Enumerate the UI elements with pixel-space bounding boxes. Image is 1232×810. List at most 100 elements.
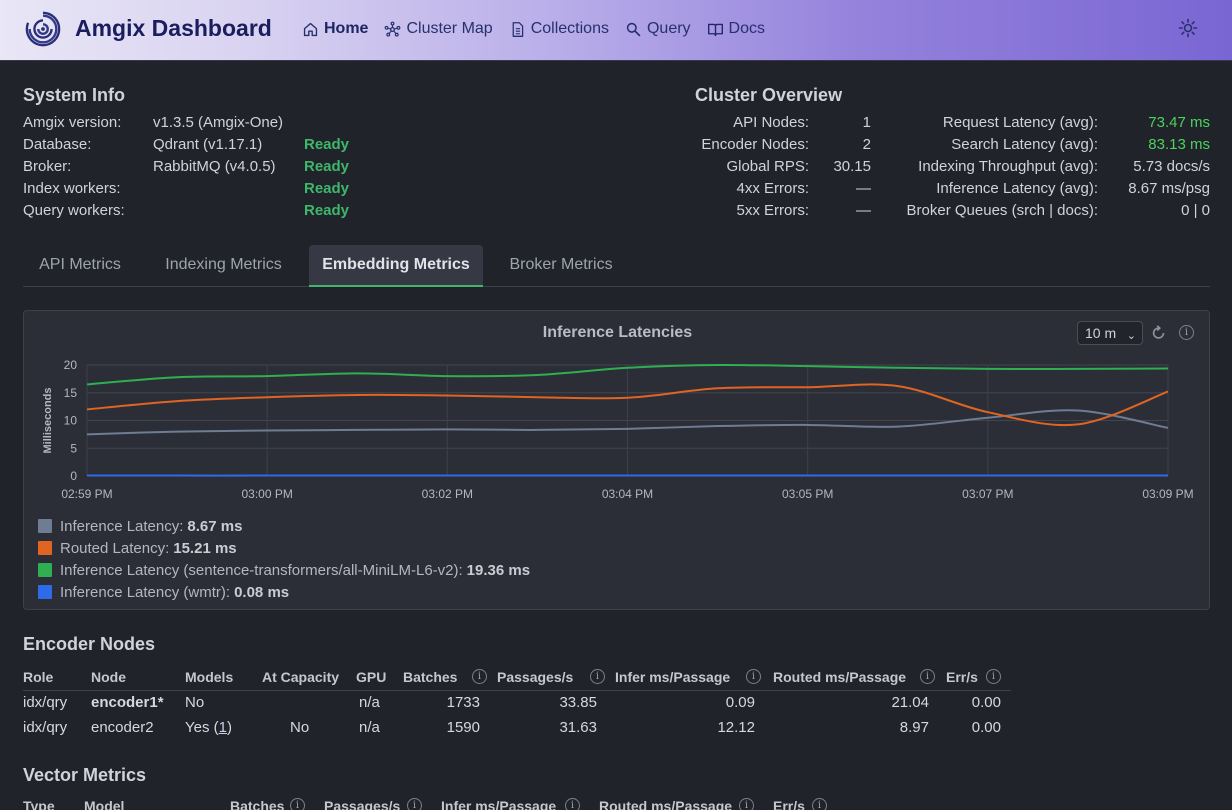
time-range-select[interactable]: 10 m ⌄ — [1077, 321, 1143, 345]
nav-collections[interactable]: Collections — [509, 20, 609, 38]
column-info-icon[interactable]: i — [472, 669, 487, 684]
legend-value: 19.36 ms — [466, 561, 531, 579]
legend-item[interactable]: Inference Latency (sentence-transformers… — [38, 559, 530, 581]
models-count-link[interactable]: 1 — [218, 719, 227, 736]
column-info-icon[interactable]: i — [407, 798, 422, 810]
nav-docs-label: Docs — [728, 20, 765, 37]
column-header: Passages/s — [497, 669, 574, 685]
cluster-metric-value: 83.13 ms — [1148, 136, 1210, 153]
column-header: Infer ms/Passage — [441, 798, 557, 810]
nav-cluster-map[interactable]: Cluster Map — [384, 20, 493, 38]
cluster-metric-label: Broker Queues (srch | docs): — [906, 202, 1098, 219]
legend-value: 15.21 ms — [173, 539, 237, 557]
column-info-icon[interactable]: i — [746, 669, 761, 684]
home-icon — [303, 22, 318, 36]
tab-api-metrics[interactable]: API Metrics — [39, 256, 121, 273]
cluster-metric-value: 5.73 docs/s — [1133, 158, 1210, 175]
legend-colon: : — [179, 517, 184, 535]
column-info-icon[interactable]: i — [290, 798, 305, 810]
legend-colon: : — [225, 583, 231, 601]
cell-at-capacity: No — [290, 719, 310, 736]
nav-collections-label: Collections — [530, 20, 609, 37]
column-info-icon[interactable]: i — [986, 669, 1001, 684]
sun-icon[interactable] — [1178, 18, 1198, 38]
legend-colon: : — [458, 561, 463, 579]
metrics-tabs: API Metrics Indexing Metrics Embedding M… — [23, 245, 1210, 287]
cell-models: No — [185, 694, 204, 711]
network-icon — [385, 21, 401, 37]
cell-infer-ms: 0.09 — [725, 694, 755, 711]
column-info-icon[interactable]: i — [590, 669, 605, 684]
column-info-icon[interactable]: i — [920, 669, 935, 684]
legend-item[interactable]: Inference Latency:8.67 ms — [38, 515, 530, 537]
amgix-logo-icon[interactable] — [24, 10, 62, 48]
system-info-label: Query workers: — [23, 202, 125, 219]
tab-embedding-metrics[interactable]: Embedding Metrics — [309, 245, 483, 287]
refresh-icon[interactable] — [1150, 324, 1168, 342]
status-badge: Ready — [304, 158, 350, 175]
encoder-nodes-title: Encoder Nodes — [23, 634, 156, 654]
y-tick-label: 0 — [70, 469, 77, 483]
cell-node: encoder2 — [91, 719, 154, 736]
column-header: Routed ms/Passage — [773, 669, 907, 685]
x-tick-label: 03:04 PM — [602, 487, 653, 501]
brand-title[interactable]: Amgix Dashboard — [75, 15, 272, 41]
status-badge: Ready — [304, 180, 350, 197]
cell-node: encoder1* — [91, 694, 164, 711]
tab-broker-metrics[interactable]: Broker Metrics — [509, 256, 613, 273]
legend-swatch — [38, 585, 52, 599]
system-info-title: System Info — [23, 85, 126, 105]
legend-value: 0.08 ms — [234, 583, 290, 601]
chevron-down-icon: ⌄ — [1126, 330, 1136, 342]
cluster-stat-label: Encoder Nodes: — [701, 136, 809, 153]
column-header: At Capacity — [262, 669, 340, 685]
system-info-value: v1.3.5 (Amgix-One) — [153, 114, 284, 131]
x-tick-label: 03:05 PM — [782, 487, 833, 501]
models-suffix: ) — [226, 719, 232, 736]
series-line-1 — [86, 383, 1169, 427]
x-tick-label: 03:02 PM — [422, 487, 473, 501]
models-text: Yes ( — [185, 719, 219, 736]
legend-swatch — [38, 563, 52, 577]
cell-gpu: n/a — [359, 719, 380, 736]
nav-home[interactable]: Home — [302, 20, 368, 38]
cell-gpu: n/a — [359, 694, 380, 711]
legend-item[interactable]: Inference Latency (wmtr):0.08 ms — [38, 581, 530, 603]
series-line-0 — [86, 409, 1169, 436]
inference-latencies-chart: 0 5 10 15 20 02:59 PM 03:00 PM 03:02 PM 03:04 PM… — [42, 358, 1194, 501]
chart-info-icon[interactable]: i — [1179, 325, 1194, 340]
nav-docs[interactable]: Docs — [707, 20, 765, 38]
column-info-icon[interactable]: i — [812, 798, 827, 810]
cell-err: 0.00 — [971, 694, 1001, 711]
column-info-icon[interactable]: i — [565, 798, 580, 810]
cluster-stat-label: 4xx Errors: — [736, 180, 809, 197]
tab-indexing-metrics[interactable]: Indexing Metrics — [165, 256, 282, 273]
chart-legend: Inference Latency:8.67 ms Routed Latency:… — [38, 515, 530, 603]
column-header: Type — [23, 798, 55, 810]
legend-series-name: Inference Latency (wmtr) — [60, 583, 226, 601]
system-info-value: RabbitMQ (v4.0.5) — [153, 158, 276, 175]
cluster-metric-value: 73.47 ms — [1148, 114, 1210, 131]
x-tick-label: 02:59 PM — [61, 487, 112, 501]
status-badge: Ready — [304, 202, 350, 219]
system-info-label: Amgix version: — [23, 114, 122, 131]
column-header: Model — [84, 798, 125, 810]
y-axis-label: Milliseconds — [42, 387, 54, 453]
system-info-value: Qdrant (v1.17.1) — [153, 136, 263, 153]
cell-routed-ms: 21.04 — [891, 694, 929, 711]
cell-batches: 1733 — [446, 694, 480, 711]
column-header: Passages/s — [324, 798, 401, 810]
vector-metrics-title: Vector Metrics — [23, 765, 147, 785]
legend-item[interactable]: Routed Latency:15.21 ms — [38, 537, 530, 559]
column-header: Err/s — [946, 669, 978, 685]
status-badge: Ready — [304, 136, 350, 153]
nav-query[interactable]: Query — [625, 20, 691, 38]
legend-series-name: Routed Latency — [60, 539, 166, 557]
column-header: Batches — [403, 669, 458, 685]
x-tick-label: 03:07 PM — [962, 487, 1013, 501]
table-header-divider — [23, 690, 1011, 691]
column-header: Node — [91, 669, 126, 685]
column-header: Batches — [230, 798, 285, 810]
search-icon — [626, 22, 641, 36]
column-info-icon[interactable]: i — [739, 798, 754, 810]
